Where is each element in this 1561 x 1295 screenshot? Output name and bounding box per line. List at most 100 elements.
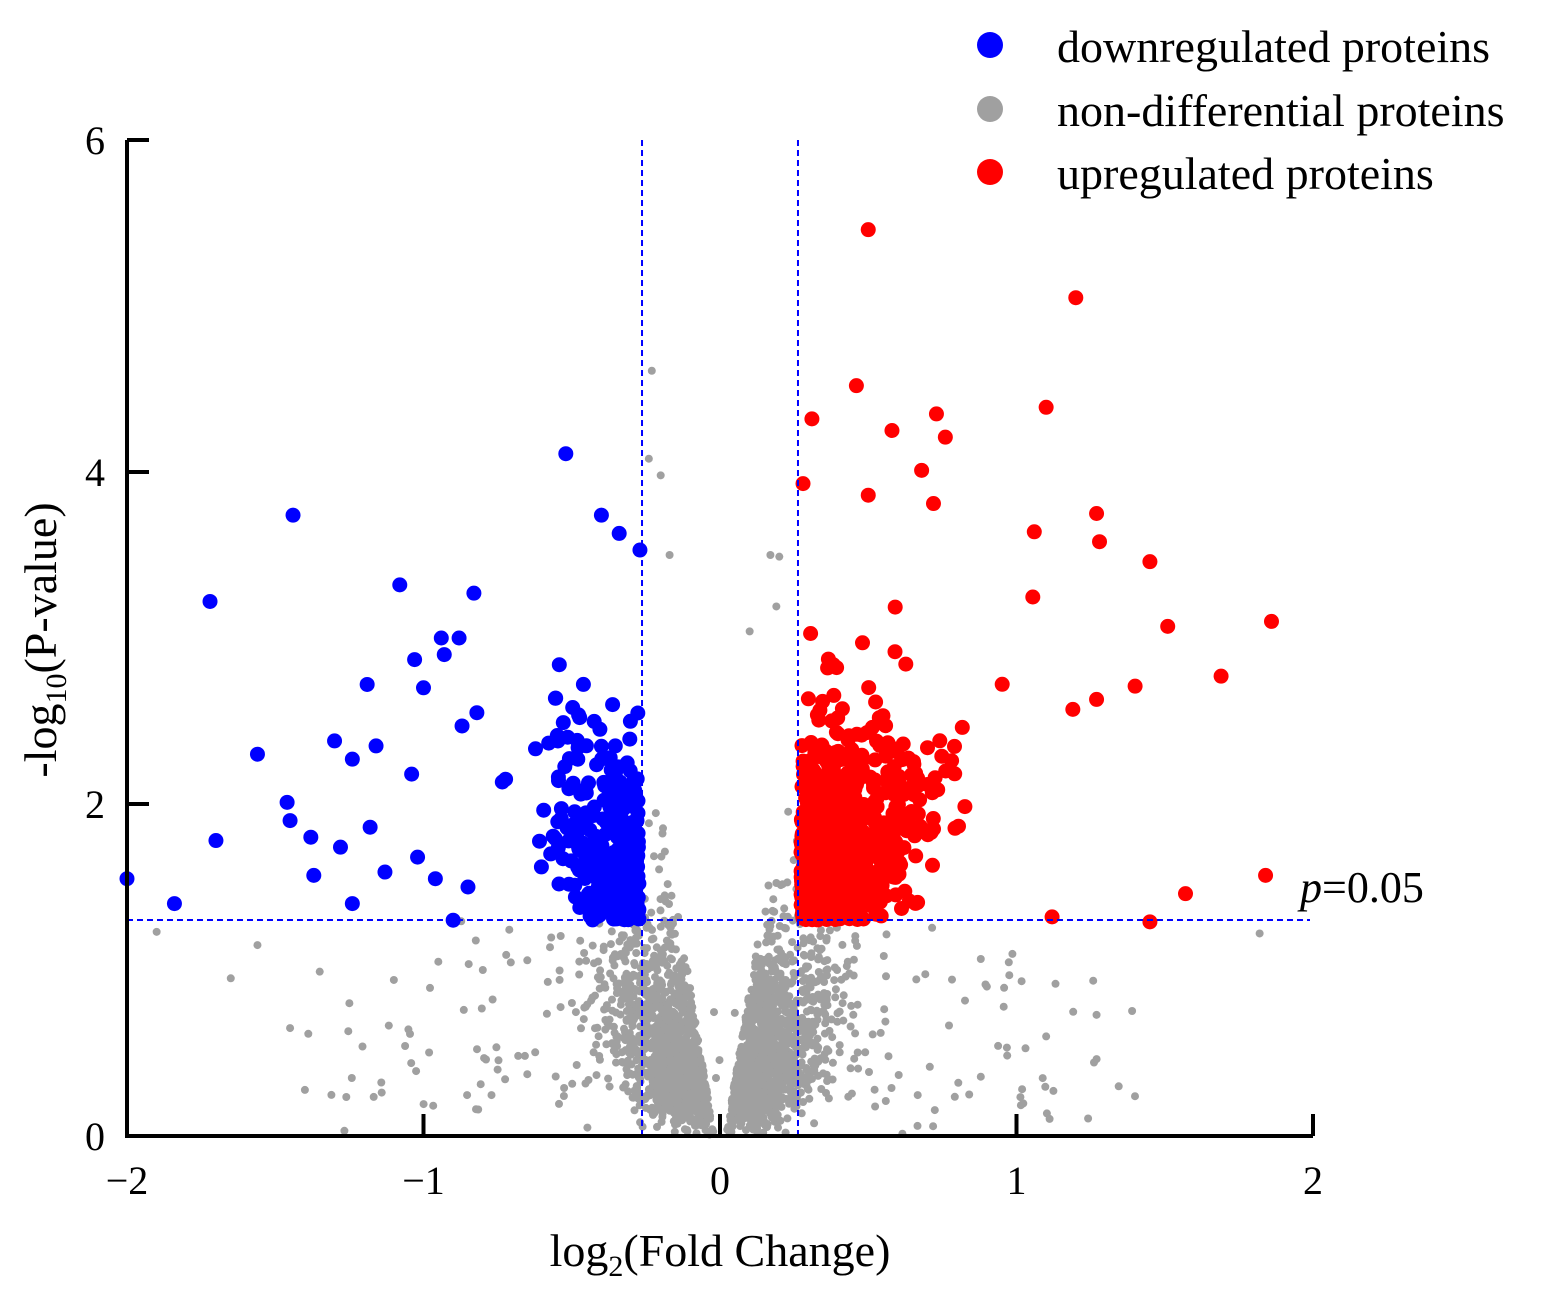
y-axis-title-prefix: -log xyxy=(15,704,66,778)
point-non-differential xyxy=(429,1101,438,1110)
point-non-differential xyxy=(404,1025,413,1034)
point-non-differential xyxy=(723,1125,732,1134)
point-non-differential xyxy=(659,824,667,833)
point-non-differential xyxy=(487,1091,496,1100)
point-non-differential xyxy=(580,1003,589,1012)
point-non-differential xyxy=(1018,1085,1027,1094)
x-axis-title-rest: (Fold Change) xyxy=(623,1225,890,1276)
point-downregulated xyxy=(208,833,224,849)
point-upregulated xyxy=(867,752,883,768)
point-non-differential xyxy=(654,1105,663,1114)
point-non-differential xyxy=(601,1025,610,1034)
point-non-differential xyxy=(616,1000,625,1009)
point-non-differential xyxy=(592,1040,601,1049)
point-non-differential xyxy=(767,1092,776,1101)
point-upregulated xyxy=(855,892,871,908)
point-non-differential xyxy=(807,973,816,982)
point-non-differential xyxy=(1008,949,1017,958)
point-non-differential xyxy=(740,1106,749,1115)
point-non-differential xyxy=(820,978,829,986)
point-non-differential xyxy=(575,957,584,966)
point-downregulated xyxy=(454,718,470,734)
point-non-differential xyxy=(828,1058,837,1067)
point-downregulated xyxy=(610,759,626,775)
point-non-differential xyxy=(803,1072,812,1081)
point-upregulated xyxy=(826,687,842,703)
point-non-differential xyxy=(870,1085,879,1094)
threshold-lines xyxy=(127,140,1310,1136)
point-non-differential xyxy=(665,900,673,908)
point-downregulated xyxy=(551,876,567,892)
point-non-differential xyxy=(746,1077,755,1086)
point-non-differential xyxy=(805,1094,814,1103)
point-non-differential xyxy=(666,939,675,948)
point-non-differential xyxy=(783,878,792,887)
point-non-differential xyxy=(478,966,487,974)
point-non-differential xyxy=(671,945,680,954)
point-non-differential xyxy=(606,940,615,949)
point-downregulated xyxy=(622,731,638,747)
point-upregulated xyxy=(844,834,860,850)
point-non-differential xyxy=(850,1054,859,1063)
point-non-differential xyxy=(787,1092,796,1100)
point-upregulated xyxy=(897,883,913,899)
point-non-differential xyxy=(880,1005,889,1014)
point-non-differential xyxy=(851,936,860,945)
point-upregulated xyxy=(887,599,903,615)
point-non-differential xyxy=(687,1039,696,1048)
point-non-differential xyxy=(647,935,656,944)
point-non-differential xyxy=(774,1007,782,1016)
point-non-differential xyxy=(666,971,675,980)
point-non-differential xyxy=(384,1021,393,1030)
point-non-differential xyxy=(1042,1032,1051,1041)
legend-marker-upregulated xyxy=(977,159,1003,185)
point-downregulated xyxy=(611,525,627,541)
point-non-differential xyxy=(595,975,604,984)
point-non-differential xyxy=(813,1034,822,1043)
point-non-differential xyxy=(756,1062,764,1070)
point-upregulated xyxy=(797,893,813,909)
point-non-differential xyxy=(760,972,769,981)
point-upregulated xyxy=(1263,613,1279,629)
point-non-differential xyxy=(594,957,603,966)
legend-marker-non-differential xyxy=(977,96,1003,122)
point-non-differential xyxy=(865,1068,873,1076)
point-upregulated xyxy=(1092,534,1108,550)
point-non-differential xyxy=(783,1114,792,1123)
point-non-differential xyxy=(655,1071,664,1080)
point-non-differential xyxy=(1131,1092,1139,1101)
point-non-differential xyxy=(595,1052,604,1060)
point-upregulated xyxy=(925,857,940,873)
point-non-differential xyxy=(651,1080,660,1088)
point-non-differential xyxy=(1003,1051,1012,1060)
point-non-differential xyxy=(686,1000,694,1009)
point-non-differential xyxy=(772,602,781,611)
point-non-differential xyxy=(1016,1101,1025,1110)
point-non-differential xyxy=(401,1042,410,1050)
point-non-differential xyxy=(591,1024,599,1033)
point-downregulated xyxy=(377,864,393,880)
point-non-differential xyxy=(651,983,660,992)
point-upregulated xyxy=(1044,909,1060,925)
point-non-differential xyxy=(656,471,665,480)
legend-marker-downregulated xyxy=(977,32,1003,58)
point-non-differential xyxy=(369,1092,378,1101)
point-non-differential xyxy=(643,1092,652,1101)
point-non-differential xyxy=(674,913,683,921)
point-non-differential xyxy=(882,930,891,939)
point-downregulated xyxy=(597,778,613,794)
point-upregulated xyxy=(858,857,874,873)
point-non-differential xyxy=(747,1001,756,1010)
point-non-differential xyxy=(786,950,795,959)
point-non-differential xyxy=(621,957,630,966)
point-non-differential xyxy=(741,1063,750,1072)
point-non-differential xyxy=(768,906,777,915)
point-non-differential xyxy=(821,1010,830,1019)
point-non-differential xyxy=(876,1028,885,1037)
legend: downregulated proteins non-differential … xyxy=(977,21,1505,199)
point-non-differential xyxy=(607,927,616,936)
point-non-differential xyxy=(304,1029,313,1038)
point-non-differential xyxy=(782,1073,791,1082)
point-non-differential xyxy=(1089,976,1098,985)
point-non-differential xyxy=(642,960,651,968)
